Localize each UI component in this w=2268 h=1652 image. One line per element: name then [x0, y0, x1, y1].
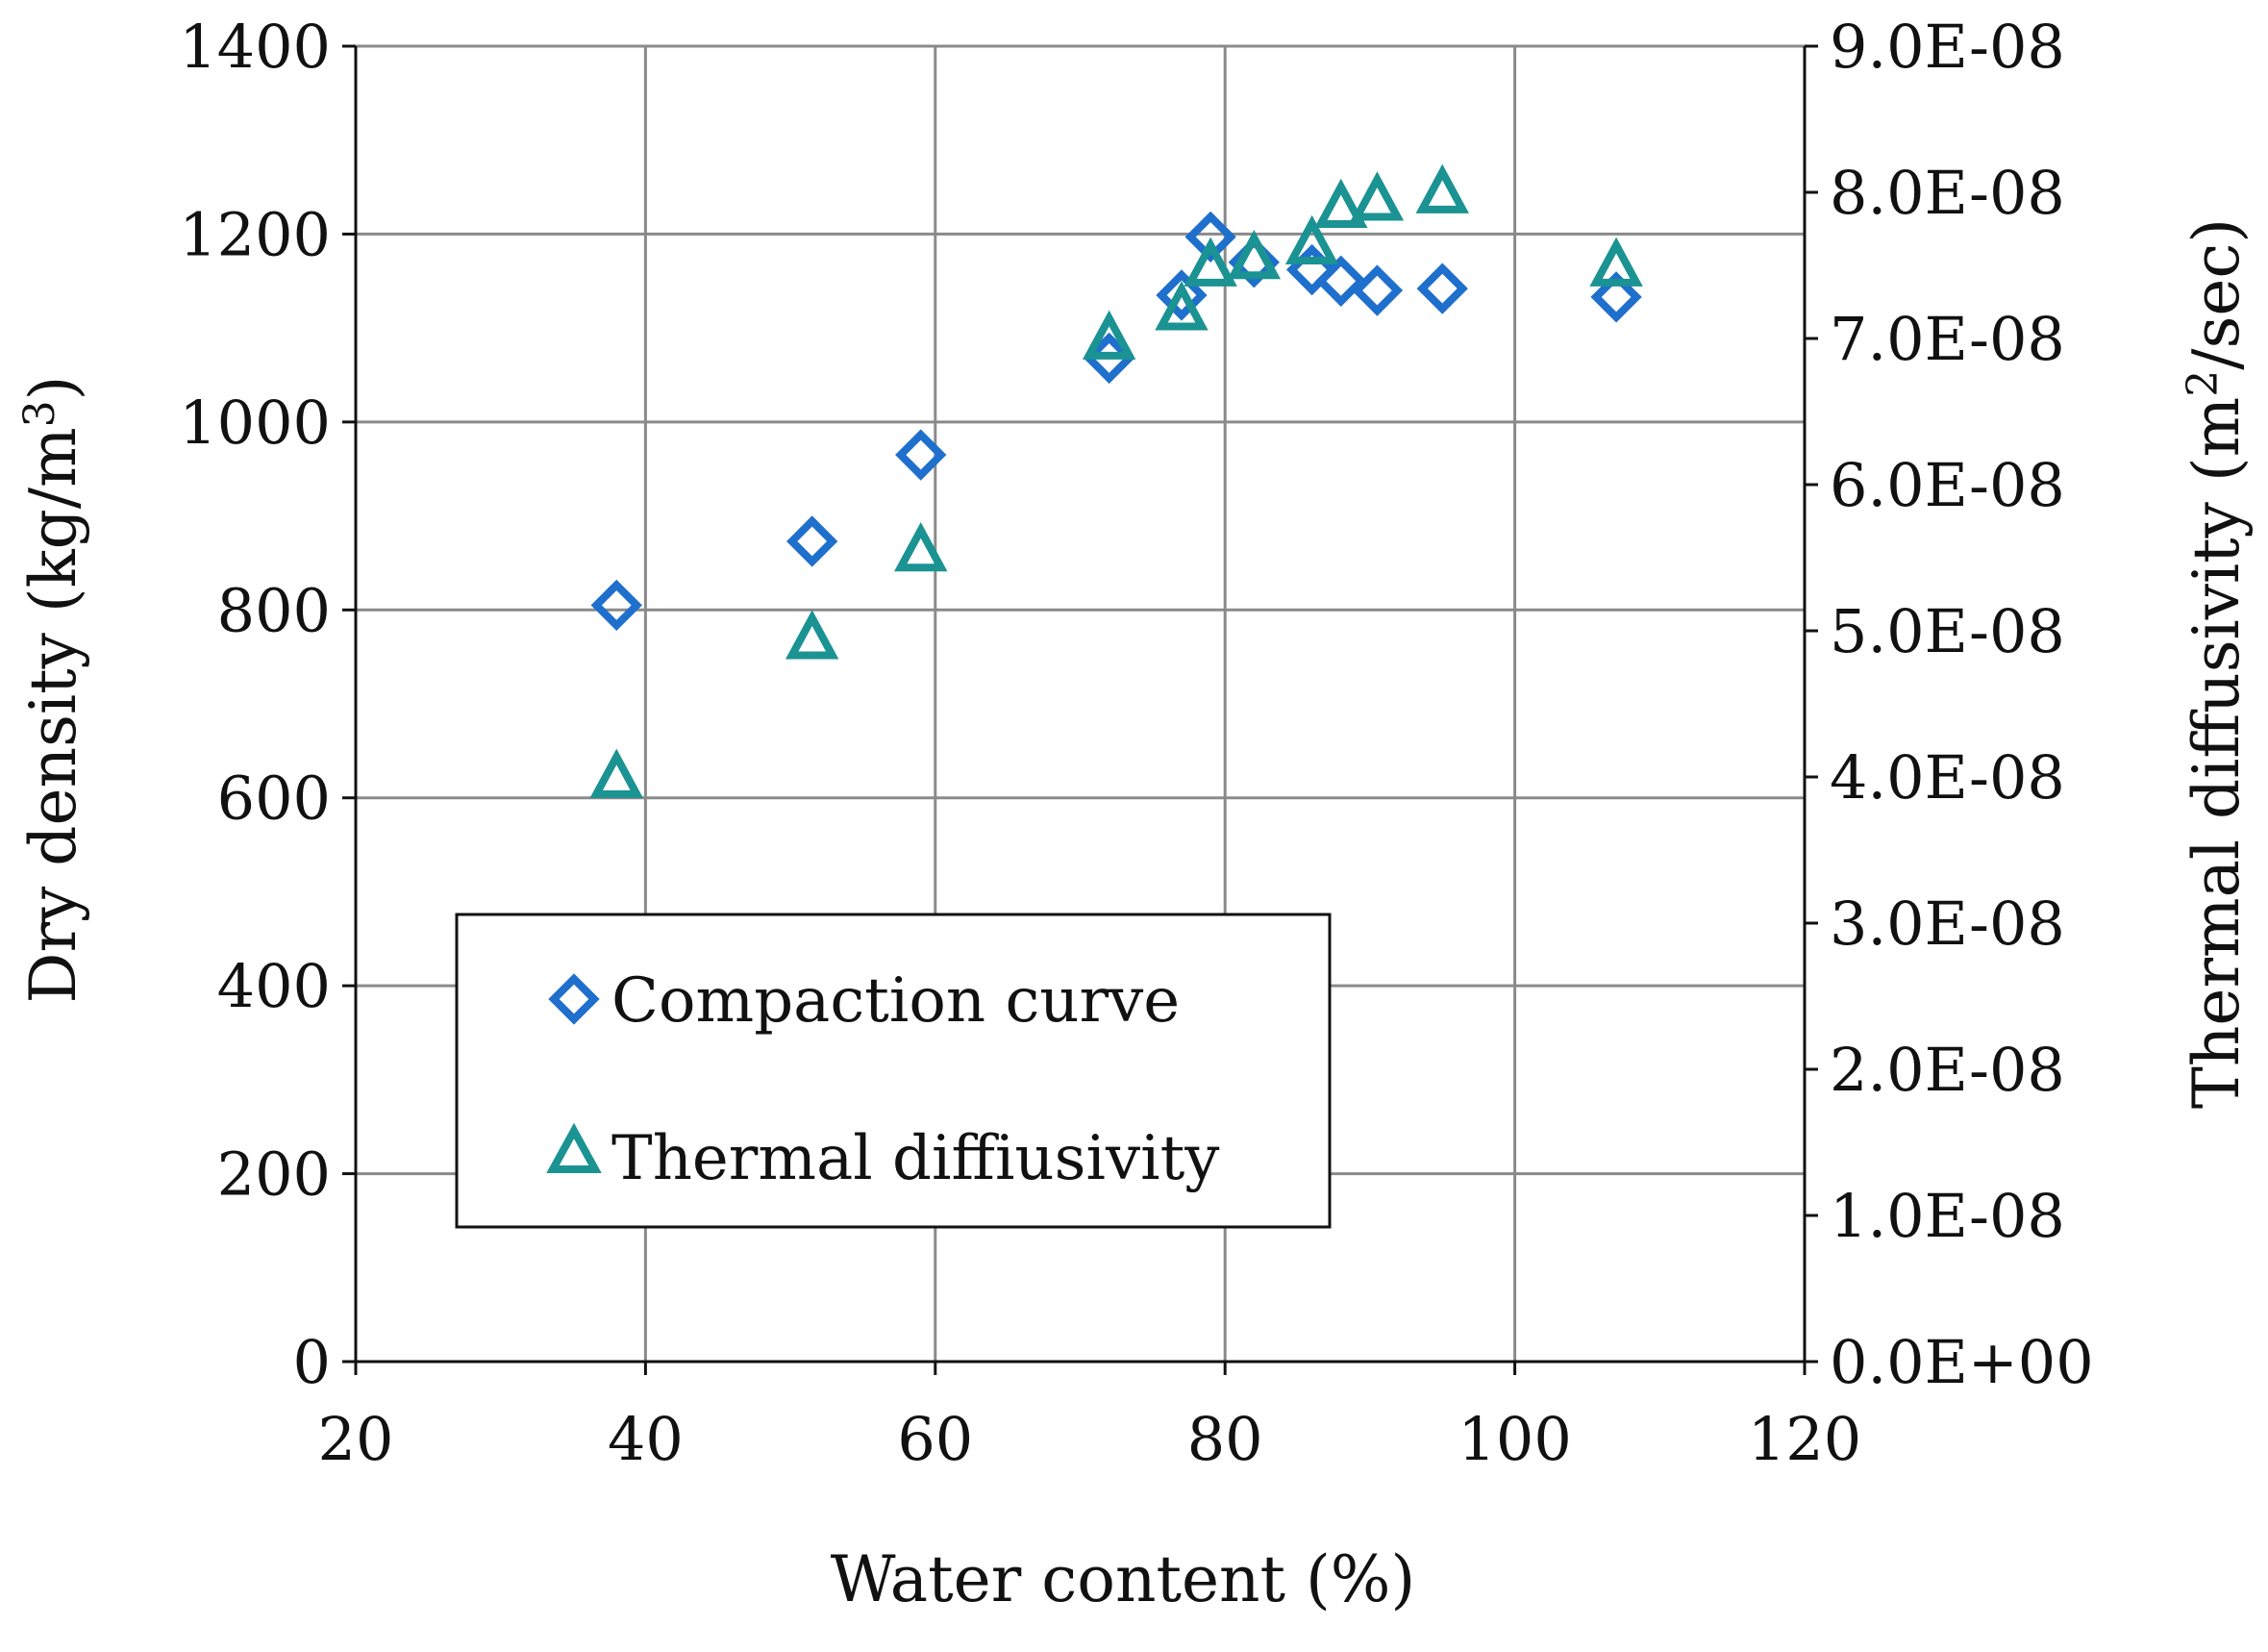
thermal-point [1082, 310, 1136, 360]
y-right-tick-label: 4.0E-08 [1830, 742, 2065, 813]
thermal-point [1155, 281, 1209, 331]
compaction-point [1083, 332, 1135, 385]
thermal-point [1284, 214, 1339, 265]
legend-diamond-icon [548, 973, 600, 1025]
x-tick-label: 80 [1187, 1404, 1263, 1474]
x-tick-label: 100 [1458, 1404, 1571, 1474]
compaction-point [895, 429, 947, 481]
thermal-point [1415, 163, 1469, 213]
y-right-tick-label: 9.0E-08 [1830, 12, 2065, 82]
thermal-point [785, 610, 839, 660]
compaction-point [1315, 255, 1367, 307]
tick-labels: 20 40 60 80 100 12002004006008001000120014000… [179, 12, 2094, 1474]
thermal-point [894, 521, 948, 572]
y-left-tick-label: 600 [217, 763, 331, 834]
data-points [589, 163, 1643, 798]
x-tick-label: 20 [318, 1404, 394, 1474]
y-right-tick-label: 5.0E-08 [1830, 596, 2065, 666]
x-axis-title: Water content (%) [831, 1542, 1416, 1616]
compaction-point [786, 515, 838, 567]
y-left-tick-label: 1200 [179, 199, 331, 269]
x-tick-label: 120 [1748, 1404, 1861, 1474]
y-right-tick-label: 0.0E+00 [1830, 1327, 2094, 1397]
y-left-tick-label: 1400 [179, 12, 331, 82]
thermal-point [1314, 178, 1368, 229]
y-right-tick-label: 7.0E-08 [1830, 304, 2065, 374]
legend-label-compaction: Compaction curve [611, 965, 1180, 1037]
thermal-point [589, 748, 643, 798]
thermal-point [1350, 171, 1405, 221]
compaction-point [1156, 269, 1208, 321]
y-left-tick-label: 1000 [179, 388, 331, 458]
y-right-tick-label: 6.0E-08 [1830, 450, 2065, 520]
compaction-point [1351, 264, 1404, 316]
legend-triangle-icon [546, 1122, 602, 1173]
compaction-point [1590, 271, 1642, 323]
y-right-tick-label: 3.0E-08 [1830, 889, 2065, 959]
y-left-tick-label: 400 [217, 951, 331, 1021]
y-left-tick-label: 200 [217, 1139, 331, 1210]
axes [342, 44, 1818, 1375]
y-left-tick-label: 0 [293, 1327, 331, 1397]
thermal-point [1589, 237, 1643, 287]
legend-label-thermal: Thermal diffiusivity [611, 1123, 1219, 1194]
x-tick-label: 40 [608, 1404, 684, 1474]
compaction-point [1184, 211, 1236, 263]
right-axis-title: Thermal diffusivity (m2/sec) [2179, 218, 2254, 1109]
thermal-point [1227, 229, 1282, 280]
compaction-point [1416, 263, 1468, 314]
x-tick-label: 60 [897, 1404, 973, 1474]
y-right-tick-label: 2.0E-08 [1830, 1035, 2065, 1105]
legend-box [455, 913, 1332, 1229]
compaction-point [590, 579, 642, 632]
thermal-point [1184, 237, 1237, 287]
y-right-tick-label: 8.0E-08 [1830, 158, 2065, 228]
y-right-tick-label: 1.0E-08 [1830, 1181, 2065, 1251]
y-left-tick-label: 800 [217, 575, 331, 645]
left-axis-title: Dry density (kg/m3) [15, 376, 90, 1004]
legend: Compaction curve Thermal diffiusivity [455, 913, 1332, 1229]
